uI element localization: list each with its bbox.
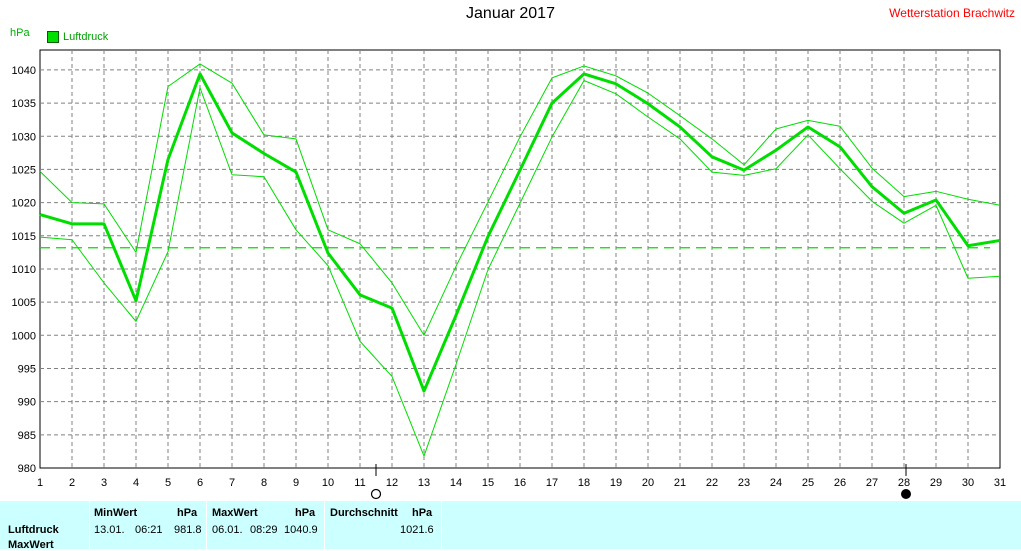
x-tick-label: 17 (546, 477, 558, 489)
min-date: 13.01. (94, 524, 125, 536)
x-tick-label: 19 (610, 477, 622, 489)
y-tick-label: 1020 (12, 198, 36, 210)
x-tick-label: 9 (293, 477, 299, 489)
x-tick-label: 5 (165, 477, 171, 489)
x-tick-label: 27 (866, 477, 878, 489)
x-tick-label: 7 (229, 477, 235, 489)
x-tick-label: 25 (802, 477, 814, 489)
x-tick-label: 28 (898, 477, 910, 489)
x-tick-label: 8 (261, 477, 267, 489)
x-tick-label: 13 (418, 477, 430, 489)
x-tick-label: 2 (69, 477, 75, 489)
x-tick-label: 14 (450, 477, 462, 489)
x-tick-label: 1 (37, 477, 43, 489)
series-line-mean (39, 72, 1001, 393)
x-tick-label: 15 (482, 477, 494, 489)
y-tick-label: 1000 (12, 330, 36, 342)
min-time: 06:21 (135, 524, 163, 536)
avg-unit: hPa (412, 507, 433, 519)
new-moon-icon (370, 488, 382, 500)
x-tick-label: 31 (994, 477, 1006, 489)
x-tick-label: 20 (642, 477, 654, 489)
x-tick-label: 3 (101, 477, 107, 489)
y-tick-label: 995 (18, 363, 36, 375)
min-value: 981.8 (174, 524, 202, 536)
full-moon-icon (901, 489, 911, 499)
x-tick-label: 4 (133, 477, 139, 489)
x-tick-label: 23 (738, 477, 750, 489)
y-tick-label: 990 (18, 397, 36, 409)
max-unit: hPa (295, 507, 316, 519)
y-tick-label: 985 (18, 430, 36, 442)
y-tick-label: 980 (18, 463, 36, 475)
stats-separator (206, 501, 207, 549)
y-tick-label: 1005 (12, 297, 36, 309)
x-tick-label: 16 (514, 477, 526, 489)
y-tick-label: 1030 (12, 131, 36, 143)
y-axis-unit: hPa (10, 27, 30, 39)
x-tick-label: 24 (770, 477, 782, 489)
min-header: MinWert (94, 507, 138, 519)
y-tick-label: 1010 (12, 264, 36, 276)
x-tick-label: 18 (578, 477, 590, 489)
legend: Luftdruck (47, 31, 108, 43)
avg-value: 1021.6 (400, 524, 434, 536)
y-tick-label: 1015 (12, 231, 36, 243)
y-tick-labels: 980 985 990 995 1000 1005 1010 1015 1020 1025 1030… (12, 65, 36, 475)
series-line-max (39, 63, 1001, 336)
moon-phase-markers (370, 464, 911, 500)
series-line-min (39, 80, 1001, 457)
chart-title: Januar 2017 (466, 5, 555, 22)
chart-plot: 9809859909951000100510101015102010251030… (12, 49, 1006, 500)
station-name: Wetterstation Brachwitz (889, 6, 1015, 20)
max-header: MaxWert (212, 507, 258, 519)
x-tick-label: 6 (197, 477, 203, 489)
x-tick-label: 10 (322, 477, 334, 489)
statistics-panel: Luftdruck MaxWert MinWert hPa 13.01. 06:… (0, 501, 1021, 551)
y-tick-label: 1025 (12, 164, 36, 176)
x-tick-label: 11 (354, 477, 365, 489)
x-tick-label: 22 (706, 477, 718, 489)
stats-separator (89, 501, 90, 549)
series (39, 63, 1001, 457)
x-tick-labels: 1 2 3 4 5 6 7 8 9 10 11 12 13 14 15 16 17 18 19 20 21 22 23 24 2… (37, 477, 1006, 489)
max-date: 06.01. (212, 524, 243, 536)
stats-row-label-2: MaxWert (8, 539, 54, 551)
max-value: 1040.9 (284, 524, 318, 536)
y-tick-label: 1040 (12, 65, 36, 77)
max-time: 08:29 (250, 524, 278, 536)
avg-header: Durchschnitt (330, 507, 398, 519)
x-tick-label: 12 (386, 477, 398, 489)
stats-row-label: Luftdruck (8, 524, 59, 536)
x-tick-label: 21 (674, 477, 686, 489)
y-tick-label: 1035 (12, 98, 36, 110)
legend-swatch (47, 31, 59, 43)
x-tick-label: 30 (962, 477, 974, 489)
x-tick-label: 29 (930, 477, 942, 489)
x-tick-label: 26 (834, 477, 846, 489)
stats-separator (324, 501, 325, 549)
min-unit: hPa (177, 507, 198, 519)
stats-separator (441, 501, 442, 549)
legend-label: Luftdruck (63, 31, 109, 43)
